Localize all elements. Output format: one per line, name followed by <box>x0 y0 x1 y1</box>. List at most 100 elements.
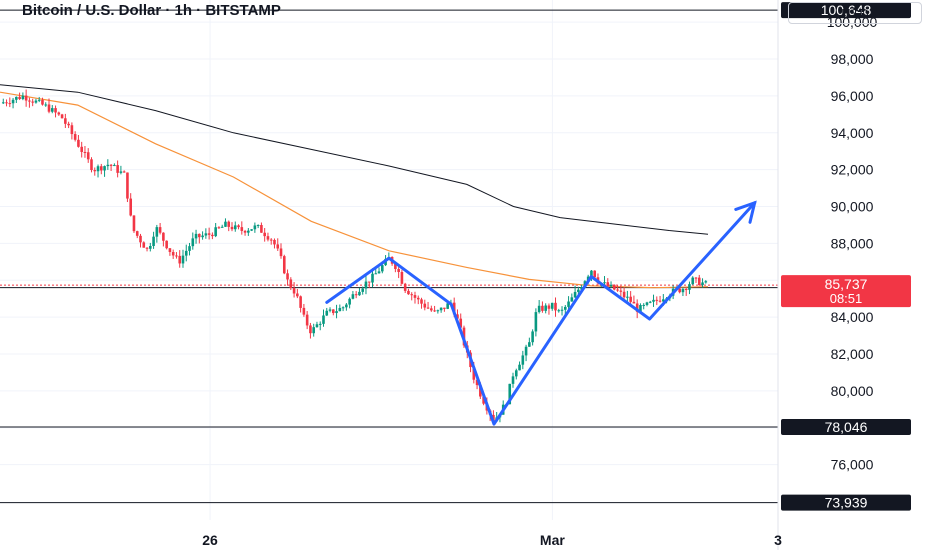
candle-body <box>276 244 280 249</box>
candle-body <box>433 310 436 312</box>
candle-body <box>577 289 580 292</box>
candle-body <box>456 314 459 319</box>
candles <box>1 89 708 426</box>
x-tick-label: 3 <box>774 532 782 548</box>
candle-body <box>508 383 512 405</box>
candle-body <box>149 245 152 249</box>
arrow-head <box>734 200 757 224</box>
candle-body <box>325 310 329 316</box>
candle-body <box>152 236 155 246</box>
candle-body <box>237 225 240 228</box>
level-tag <box>781 2 911 19</box>
countdown-label: 08:51 <box>830 291 863 306</box>
candle-body <box>446 303 449 309</box>
y-tick-label: 98,000 <box>831 51 874 67</box>
candle-body <box>426 307 430 309</box>
candle-body <box>122 171 126 173</box>
candle-body <box>312 327 315 334</box>
current-price-label: 85,737 <box>825 276 868 292</box>
candle-body <box>47 104 51 112</box>
candle-body <box>24 95 28 101</box>
candle-body <box>227 221 231 227</box>
horizontal-levels[interactable] <box>0 9 778 504</box>
level-tag-label: 100,648 <box>821 2 872 18</box>
candle-body <box>397 268 400 273</box>
candle-body <box>224 221 227 227</box>
candle-body <box>273 239 276 245</box>
candle-body <box>606 282 610 287</box>
pattern-drawing[interactable] <box>325 200 757 426</box>
x-tick-label: Mar <box>540 532 565 548</box>
candle-body <box>563 306 567 310</box>
candle-body <box>207 233 211 235</box>
candle-body <box>119 171 123 173</box>
candle-body <box>475 379 479 386</box>
candle-body <box>367 281 371 283</box>
candle-body <box>413 295 417 298</box>
candle-body <box>335 311 338 314</box>
candle-body <box>554 302 557 311</box>
candle-body <box>11 99 15 104</box>
level-tag-label: 78,046 <box>825 419 868 435</box>
x-tick-label: 26 <box>202 532 218 548</box>
candle-body <box>309 325 312 334</box>
candle-body <box>622 291 626 298</box>
candle-body <box>639 305 642 312</box>
candle-body <box>116 165 119 173</box>
candle-body <box>642 304 646 306</box>
candle-body <box>129 198 133 216</box>
candle-body <box>305 314 309 326</box>
candle-body <box>31 101 34 103</box>
candle-body <box>96 166 100 172</box>
candle-body <box>21 95 25 100</box>
candle-body <box>318 323 322 325</box>
candle-body <box>302 307 306 315</box>
candle-body <box>704 281 708 283</box>
price-axis[interactable]: 76,00078,00080,00082,00084,00086,00088,0… <box>827 14 878 473</box>
candle-body <box>521 355 525 365</box>
candle-body <box>34 100 38 103</box>
candle-body <box>230 226 234 230</box>
candle-body <box>593 270 597 278</box>
candle-body <box>139 235 142 243</box>
candle-body <box>544 305 547 311</box>
candle-body <box>296 293 299 297</box>
candle-body <box>354 294 358 296</box>
candle-body <box>338 307 342 312</box>
candle-body <box>175 255 178 257</box>
y-tick-label: 94,000 <box>831 125 874 141</box>
candle-body <box>678 288 681 293</box>
level-tag-label: 73,939 <box>825 495 868 511</box>
time-axis[interactable]: 26 Mar 3 <box>202 532 782 548</box>
candle-body <box>126 172 129 199</box>
candle-body <box>162 232 165 241</box>
y-tick-label: 92,000 <box>831 162 874 178</box>
candle-body <box>400 272 404 284</box>
candle-body <box>407 290 410 295</box>
candle-body <box>655 299 659 301</box>
candle-body <box>90 159 93 171</box>
currency-button[interactable]: USD <box>788 2 922 24</box>
candle-body <box>243 230 247 233</box>
candle-body <box>28 100 31 102</box>
candle-body <box>616 289 619 291</box>
candle-body <box>374 273 378 275</box>
candle-body <box>701 282 704 286</box>
candle-body <box>8 103 12 105</box>
candle-body <box>524 346 528 356</box>
candle-body <box>341 307 345 309</box>
candle-body <box>635 303 639 312</box>
level-tag <box>781 494 911 511</box>
candle-body <box>109 164 113 166</box>
candle-body <box>381 265 384 272</box>
candle-body <box>80 146 83 152</box>
candle-body <box>590 270 593 277</box>
current-price-tag <box>781 275 911 308</box>
candle-body <box>410 294 414 296</box>
candle-body <box>694 277 698 279</box>
candle-body <box>41 99 44 105</box>
candle-body <box>181 255 185 264</box>
candle-body <box>247 230 250 233</box>
